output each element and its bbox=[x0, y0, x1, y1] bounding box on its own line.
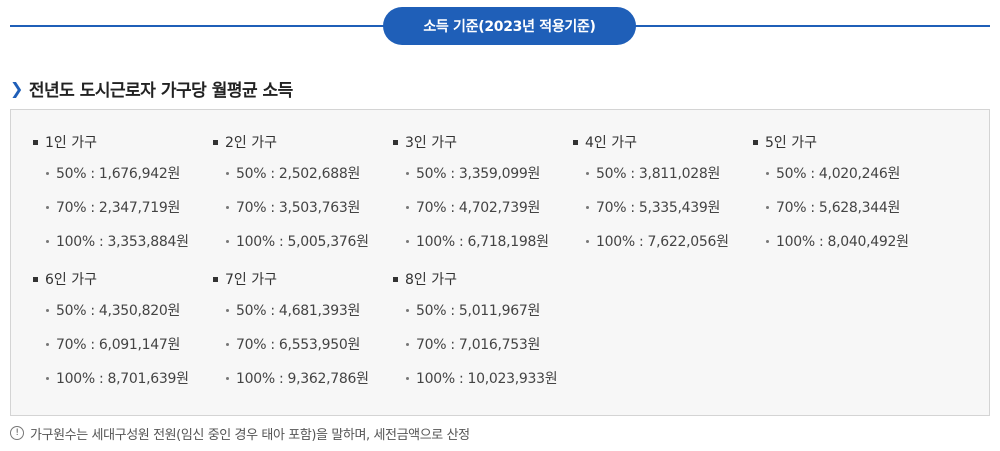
household-group-4: 4인 가구 50% : 3,811,028원 70% : 5,335,439원 … bbox=[573, 128, 753, 258]
income-row: 50% : 3,359,099원 bbox=[393, 156, 573, 190]
income-row: 100% : 3,353,884원 bbox=[33, 224, 213, 258]
household-label: 4인 가구 bbox=[585, 135, 637, 151]
dot-bullet-icon bbox=[46, 239, 49, 243]
dot-bullet-icon bbox=[46, 376, 49, 380]
dot-bullet-icon bbox=[46, 205, 49, 209]
square-bullet-icon bbox=[33, 139, 38, 145]
dot-bullet-icon bbox=[406, 308, 409, 312]
dot-bullet-icon bbox=[226, 376, 229, 380]
income-row: 50% : 4,350,820원 bbox=[33, 293, 213, 327]
household-label: 6인 가구 bbox=[45, 272, 97, 288]
income-row: 100% : 7,622,056원 bbox=[573, 224, 753, 258]
dot-bullet-icon bbox=[766, 205, 769, 209]
square-bullet-icon bbox=[213, 139, 218, 145]
dot-bullet-icon bbox=[406, 239, 409, 243]
household-label: 1인 가구 bbox=[45, 135, 97, 151]
income-row: 70% : 4,702,739원 bbox=[393, 190, 573, 224]
income-row: 100% : 9,362,786원 bbox=[213, 361, 393, 395]
household-group-1: 1인 가구 50% : 1,676,942원 70% : 2,347,719원 … bbox=[33, 128, 213, 258]
income-row: 70% : 5,335,439원 bbox=[573, 190, 753, 224]
household-label: 2인 가구 bbox=[225, 135, 277, 151]
household-group-8: 8인 가구 50% : 5,011,967원 70% : 7,016,753원 … bbox=[393, 265, 573, 395]
info-circle-icon: ! bbox=[10, 426, 24, 440]
square-bullet-icon bbox=[573, 139, 578, 145]
footnote: ! 가구원수는 세대구성원 전원(임신 중인 경우 태아 포함)을 말하며, 세… bbox=[10, 423, 470, 443]
income-row: 70% : 2,347,719원 bbox=[33, 190, 213, 224]
income-row: 100% : 8,040,492원 bbox=[753, 224, 933, 258]
header-bar: 소득 기준(2023년 적용기준) bbox=[10, 7, 990, 45]
household-group-6: 6인 가구 50% : 4,350,820원 70% : 6,091,147원 … bbox=[33, 265, 213, 395]
household-group-2: 2인 가구 50% : 2,502,688원 70% : 3,503,763원 … bbox=[213, 128, 393, 258]
square-bullet-icon bbox=[753, 139, 758, 145]
income-row: 70% : 5,628,344원 bbox=[753, 190, 933, 224]
income-row: 70% : 7,016,753원 bbox=[393, 327, 573, 361]
household-label: 3인 가구 bbox=[405, 135, 457, 151]
dot-bullet-icon bbox=[226, 205, 229, 209]
household-group-5: 5인 가구 50% : 4,020,246원 70% : 5,628,344원 … bbox=[753, 128, 933, 258]
income-row: 70% : 6,091,147원 bbox=[33, 327, 213, 361]
square-bullet-icon bbox=[33, 276, 38, 282]
dot-bullet-icon bbox=[46, 308, 49, 312]
income-row: 100% : 10,023,933원 bbox=[393, 361, 573, 395]
dot-bullet-icon bbox=[586, 171, 589, 175]
dot-bullet-icon bbox=[586, 205, 589, 209]
square-bullet-icon bbox=[393, 276, 398, 282]
header-title-badge: 소득 기준(2023년 적용기준) bbox=[383, 7, 636, 45]
dot-bullet-icon bbox=[46, 171, 49, 175]
dot-bullet-icon bbox=[586, 239, 589, 243]
dot-bullet-icon bbox=[766, 171, 769, 175]
income-table-box: 1인 가구 50% : 1,676,942원 70% : 2,347,719원 … bbox=[10, 109, 990, 416]
income-row: 100% : 8,701,639원 bbox=[33, 361, 213, 395]
section-title-text: 전년도 도시근로자 가구당 월평균 소득 bbox=[28, 80, 293, 101]
income-row: 50% : 3,811,028원 bbox=[573, 156, 753, 190]
income-row: 50% : 5,011,967원 bbox=[393, 293, 573, 327]
dot-bullet-icon bbox=[766, 239, 769, 243]
income-row: 100% : 5,005,376원 bbox=[213, 224, 393, 258]
household-label: 7인 가구 bbox=[225, 272, 277, 288]
income-row: 50% : 4,020,246원 bbox=[753, 156, 933, 190]
dot-bullet-icon bbox=[406, 171, 409, 175]
section-heading: ❯ 전년도 도시근로자 가구당 월평균 소득 bbox=[10, 76, 293, 101]
income-row: 50% : 2,502,688원 bbox=[213, 156, 393, 190]
income-row: 50% : 4,681,393원 bbox=[213, 293, 393, 327]
dot-bullet-icon bbox=[226, 342, 229, 346]
income-row: 70% : 3,503,763원 bbox=[213, 190, 393, 224]
dot-bullet-icon bbox=[406, 205, 409, 209]
dot-bullet-icon bbox=[406, 376, 409, 380]
dot-bullet-icon bbox=[226, 239, 229, 243]
income-row: 50% : 1,676,942원 bbox=[33, 156, 213, 190]
chevron-right-icon: ❯ bbox=[10, 78, 23, 98]
square-bullet-icon bbox=[393, 139, 398, 145]
household-label: 5인 가구 bbox=[765, 135, 817, 151]
footnote-text: 가구원수는 세대구성원 전원(임신 중인 경우 태아 포함)을 말하며, 세전금… bbox=[30, 427, 470, 443]
income-row: 70% : 6,553,950원 bbox=[213, 327, 393, 361]
dot-bullet-icon bbox=[226, 308, 229, 312]
household-label: 8인 가구 bbox=[405, 272, 457, 288]
income-row: 100% : 6,718,198원 bbox=[393, 224, 573, 258]
household-group-3: 3인 가구 50% : 3,359,099원 70% : 4,702,739원 … bbox=[393, 128, 573, 258]
square-bullet-icon bbox=[213, 276, 218, 282]
dot-bullet-icon bbox=[226, 171, 229, 175]
household-group-7: 7인 가구 50% : 4,681,393원 70% : 6,553,950원 … bbox=[213, 265, 393, 395]
dot-bullet-icon bbox=[46, 342, 49, 346]
dot-bullet-icon bbox=[406, 342, 409, 346]
